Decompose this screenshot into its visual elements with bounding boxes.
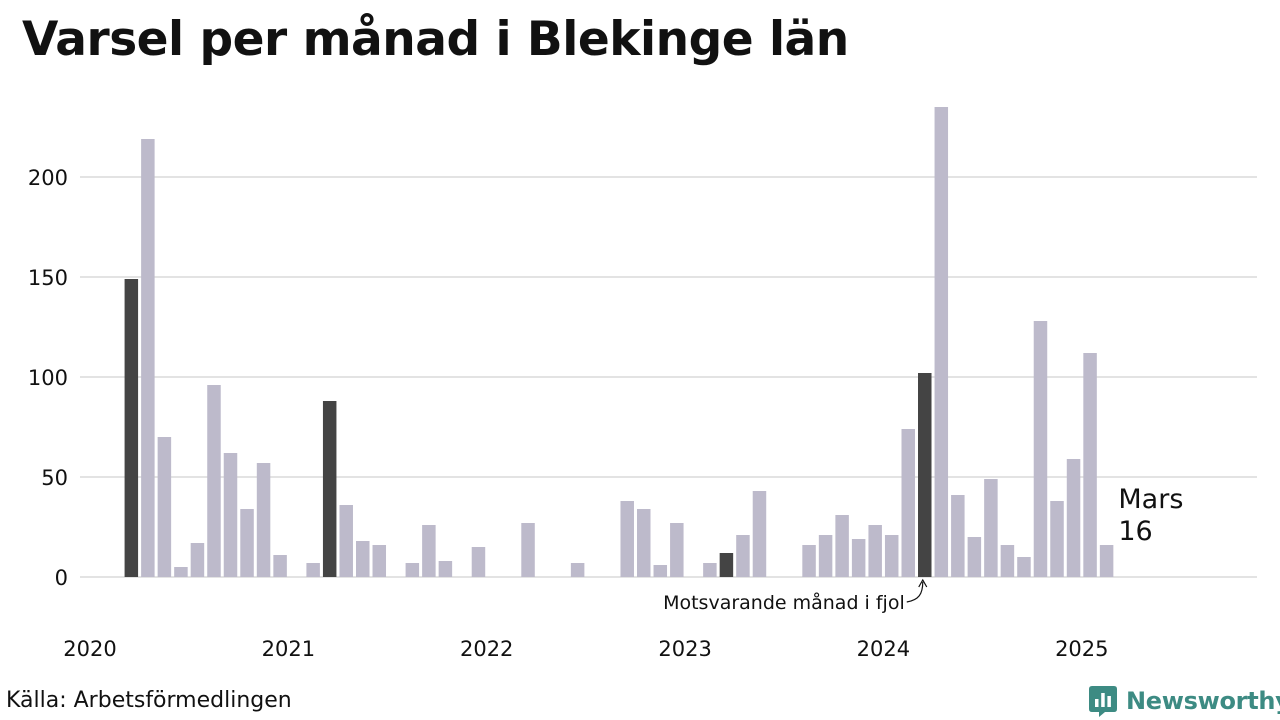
bar: 2023-11: 19 [851,539,866,577]
bar: 2022-03: 27 [521,523,535,577]
bar: 2024-06: 20 [967,537,982,577]
bar: 2020-05: 70 [157,437,172,577]
bar: 2025-02: 16 [1099,545,1114,577]
bar: 2024-05: 41 [951,495,965,577]
x-axis-ticks: 2020 2021 2022 2023 2024 2025 [63,637,1108,661]
source-note: Källa: Arbetsförmedlingen [6,688,292,713]
bar: 2020-06: 5 [174,567,188,577]
bar: 2024-10: 128 [1033,321,1048,577]
annotation-arrowhead [918,578,928,588]
bar-same-month: 2023-03: 12 [719,553,734,577]
bar: 2023-09: 21 [818,535,833,577]
bar: 2020-11: 57 [256,463,271,577]
bar: 2021-08: 7 [405,563,420,577]
y-tick-label: 100 [28,366,68,390]
latest-month-label: Mars [1118,484,1183,515]
bar: 2023-12: 26 [868,525,882,577]
x-tick-label: 2025 [1055,637,1108,661]
bar: 2020-07: 17 [190,543,205,577]
bar: 2020-09: 62 [223,453,238,577]
bar: 2022-11: 6 [653,565,668,577]
bar-same-month: 2021-03: 88 [322,401,337,577]
bar: 2020-10: 34 [240,509,254,577]
bar: 2023-05: 43 [752,491,767,577]
bar: 2021-09: 26 [422,525,436,577]
bar: 2024-09: 10 [1017,557,1031,577]
bar: 2024-02: 74 [901,429,915,577]
annotation-arrow [906,581,924,603]
bar: 2020-08: 96 [207,385,221,577]
bar: 2024-11: 38 [1050,501,1064,577]
bar: 2023-02: 7 [703,563,717,577]
x-tick-label: 2023 [658,637,711,661]
bar: 2020-04: 219 [141,139,155,577]
bar: 2024-12: 59 [1066,459,1081,577]
bar: 2021-10: 8 [438,561,453,577]
bars: 2020-03: 1492020-04: 2192020-05: 702020-… [124,107,1114,577]
bar: 2021-12: 15 [471,547,486,577]
bar: 2024-04: 235 [934,107,949,577]
bar: 2024-07: 49 [984,479,998,577]
x-tick-label: 2022 [460,637,513,661]
bar-chart-icon [1089,686,1117,717]
y-tick-label: 200 [28,166,68,190]
bar: 2025-01: 112 [1083,353,1097,577]
bar: 2020-12: 11 [273,555,287,577]
y-tick-label: 50 [41,466,68,490]
chart-title: Varsel per månad i Blekinge län [22,12,849,67]
bar-same-month: 2024-03: 102 [918,373,932,577]
y-axis-ticks: 0 50 100 150 200 [28,166,68,590]
x-tick-label: 2021 [262,637,315,661]
bar: 2023-10: 31 [835,515,849,577]
newsworthy-logo: Newsworthy [1088,684,1280,718]
bar: 2021-02: 7 [306,563,320,577]
same-month-annotation: Motsvarande månad i fjol [663,591,905,614]
bar: 2021-04: 36 [339,505,353,577]
y-tick-label: 0 [55,566,68,590]
bar: 2022-10: 34 [637,509,651,577]
bar: 2021-06: 16 [372,545,387,577]
y-tick-label: 150 [28,266,68,290]
x-tick-label: 2024 [857,637,910,661]
bar: 2024-08: 16 [1000,545,1015,577]
logo-text: Newsworthy [1126,687,1280,715]
bar: 2024-01: 21 [884,535,899,577]
bar: 2022-12: 27 [670,523,684,577]
gridlines [80,176,1257,578]
bar-same-month: 2020-03: 149 [124,279,139,577]
bar: 2021-05: 18 [356,541,370,577]
x-tick-label: 2020 [63,637,116,661]
bar: 2022-06: 7 [570,563,585,577]
latest-value-label: 16 [1118,516,1152,547]
bar: 2022-09: 38 [620,501,634,577]
bar: 2023-04: 21 [736,535,750,577]
bar: 2023-08: 16 [802,545,816,577]
